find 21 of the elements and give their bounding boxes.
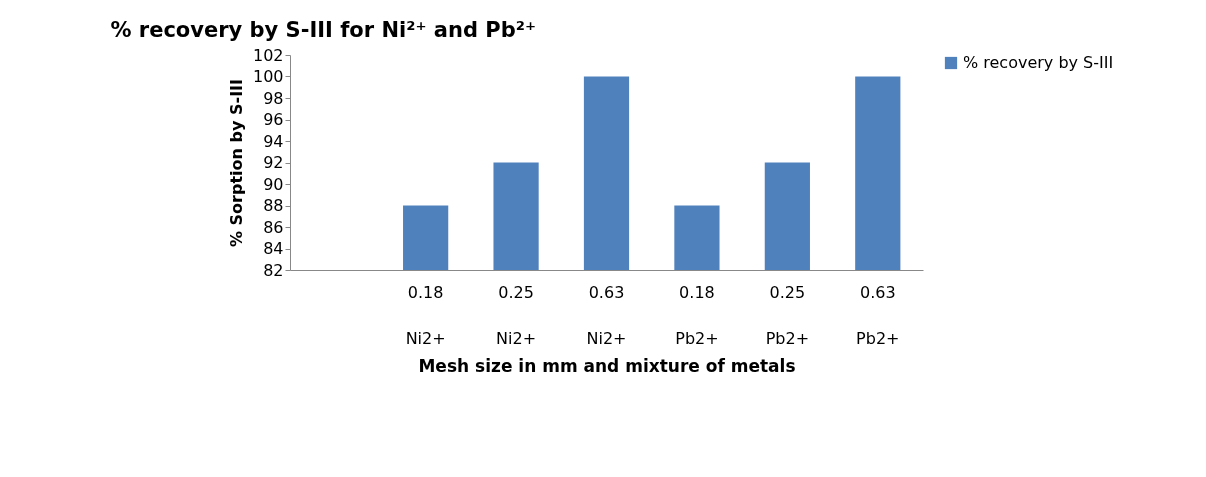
- y-axis-title: % Sorption by S-III: [226, 78, 246, 248]
- y-tick-label: 88: [263, 196, 284, 215]
- y-tick-label: 98: [263, 88, 284, 108]
- y-tick-label: 92: [263, 153, 284, 172]
- category-label: 0.25 Ni2+: [496, 282, 537, 348]
- category-label: 0.63 Ni2+: [586, 282, 627, 348]
- category-label: 0.18 Pb2+: [675, 282, 719, 348]
- y-tick-label: 84: [263, 239, 284, 258]
- y-tick-label: 96: [263, 110, 284, 129]
- chart-title: % recovery by S-III for Ni²⁺ and Pb²⁺: [110, 18, 536, 42]
- y-tick-label: 94: [263, 131, 284, 151]
- y-tick-label: 82: [263, 260, 284, 280]
- y-tick-label: 90: [263, 174, 284, 194]
- x-axis-title: Mesh size in mm and mixture of metals: [418, 355, 796, 376]
- y-tick-label: 86: [263, 217, 284, 237]
- category-label: 0.18 Ni2+: [405, 282, 446, 348]
- y-tick-label: 102: [252, 45, 284, 65]
- legend-label: % recovery by S-III: [963, 53, 1114, 72]
- category-label: 0.63 Pb2+: [856, 282, 900, 348]
- category-label: 0.25 Pb2+: [765, 282, 810, 348]
- y-tick-label: 100: [252, 67, 284, 86]
